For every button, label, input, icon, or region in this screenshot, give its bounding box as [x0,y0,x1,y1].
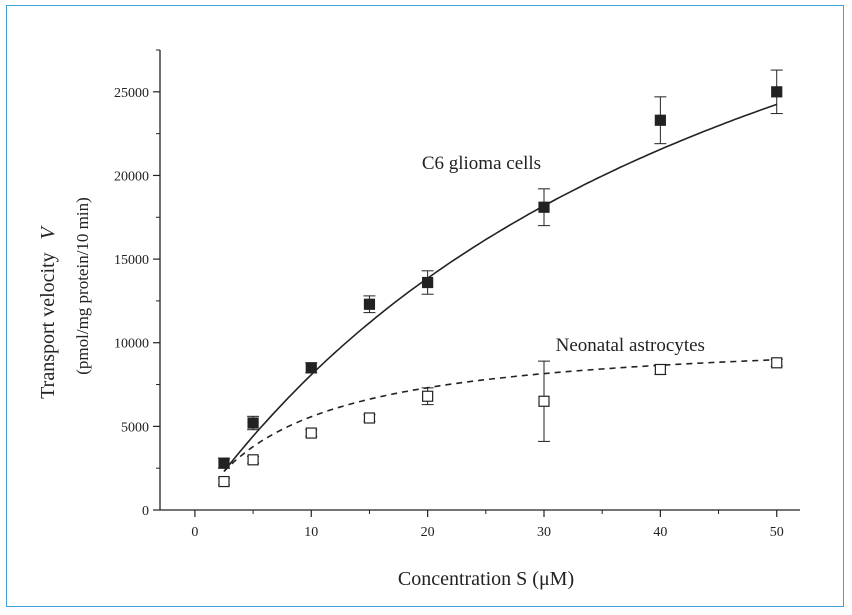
x-tick-label: 10 [304,525,318,540]
y-axis-title: Transport velocity V [37,224,59,398]
c6-data-point [422,276,434,289]
y-tick-label: 0 [142,504,149,519]
c6-data-point [247,417,259,429]
astrocyte-data-point [654,363,666,376]
y-tick-label: 25000 [114,86,149,101]
y-axis-unit: (pmol/mg protein/10 min) [73,197,92,375]
c6-data-point [771,86,783,98]
y-axis-variable: V [37,224,59,239]
x-tick-label: 30 [537,525,551,540]
astrocyte-data-point [247,454,259,466]
y-axis-title-text: Transport velocity [37,252,59,398]
y-tick-label: 10000 [114,337,149,352]
figure-frame [6,5,844,607]
c6-data-point [654,114,666,126]
y-tick-label: 15000 [114,253,149,268]
astrocyte-data-point [218,475,230,488]
astrocyte-series-label: Neonatal astrocytes [556,335,705,356]
astrocyte-data-point [538,395,550,407]
x-tick-label: 20 [421,525,435,540]
x-axis-title: Concentration S (μM) [398,568,574,590]
astrocyte-fit-curve [223,358,777,473]
astrocyte-data-point [363,412,376,424]
astrocyte-data-point [422,390,434,402]
x-tick-label: 40 [653,525,667,540]
x-tick-label: 50 [770,525,784,540]
y-tick-label: 20000 [114,169,149,184]
astrocyte-data-point [771,357,783,369]
y-tick-label: 5000 [121,420,149,435]
c6-series-label: C6 glioma cells [422,153,541,174]
c6-data-point [363,298,376,310]
x-tick-label: 0 [191,525,198,540]
data-marks: C6 glioma cells Neonatal astrocytes [218,69,783,488]
astrocyte-data-point [305,427,317,439]
c6-data-point [218,457,230,469]
c6-data-point [305,362,317,374]
c6-data-point [538,201,550,213]
axes: 0 10 20 30 40 50 0 5000 10000 15000 20000 25000 [114,49,800,540]
